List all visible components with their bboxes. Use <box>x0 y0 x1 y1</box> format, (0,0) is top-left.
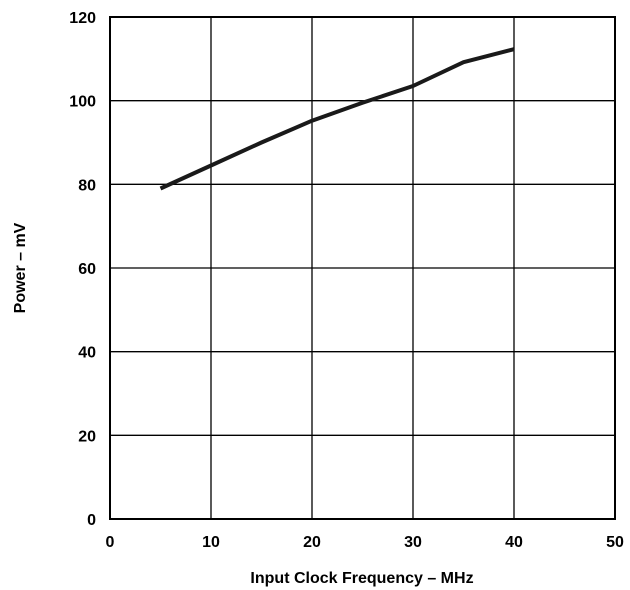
y-tick-label: 0 <box>87 512 96 529</box>
y-tick-label: 100 <box>69 94 96 111</box>
y-tick-label: 40 <box>78 345 96 362</box>
series-layer <box>159 47 515 191</box>
x-tick-label: 10 <box>202 534 220 551</box>
y-tick-label: 80 <box>78 177 96 194</box>
x-tick-label: 30 <box>404 534 422 551</box>
x-tick-label: 0 <box>106 534 115 551</box>
x-tick-label: 50 <box>606 534 624 551</box>
y-axis-label: Power – mV <box>12 222 29 313</box>
x-tick-label: 20 <box>303 534 321 551</box>
grid-lines <box>110 17 615 519</box>
y-tick-label: 60 <box>78 261 96 278</box>
y-tick-label: 120 <box>69 10 96 27</box>
x-tick-labels: 0 10 20 30 40 50 <box>106 534 624 551</box>
plot-frame <box>109 16 616 520</box>
y-tick-label: 20 <box>78 428 96 445</box>
x-tick-label: 40 <box>505 534 523 551</box>
series-line <box>159 47 515 191</box>
y-tick-labels: 0 20 40 60 80 100 120 <box>69 10 96 529</box>
x-axis-label: Input Clock Frequency – MHz <box>250 570 473 587</box>
